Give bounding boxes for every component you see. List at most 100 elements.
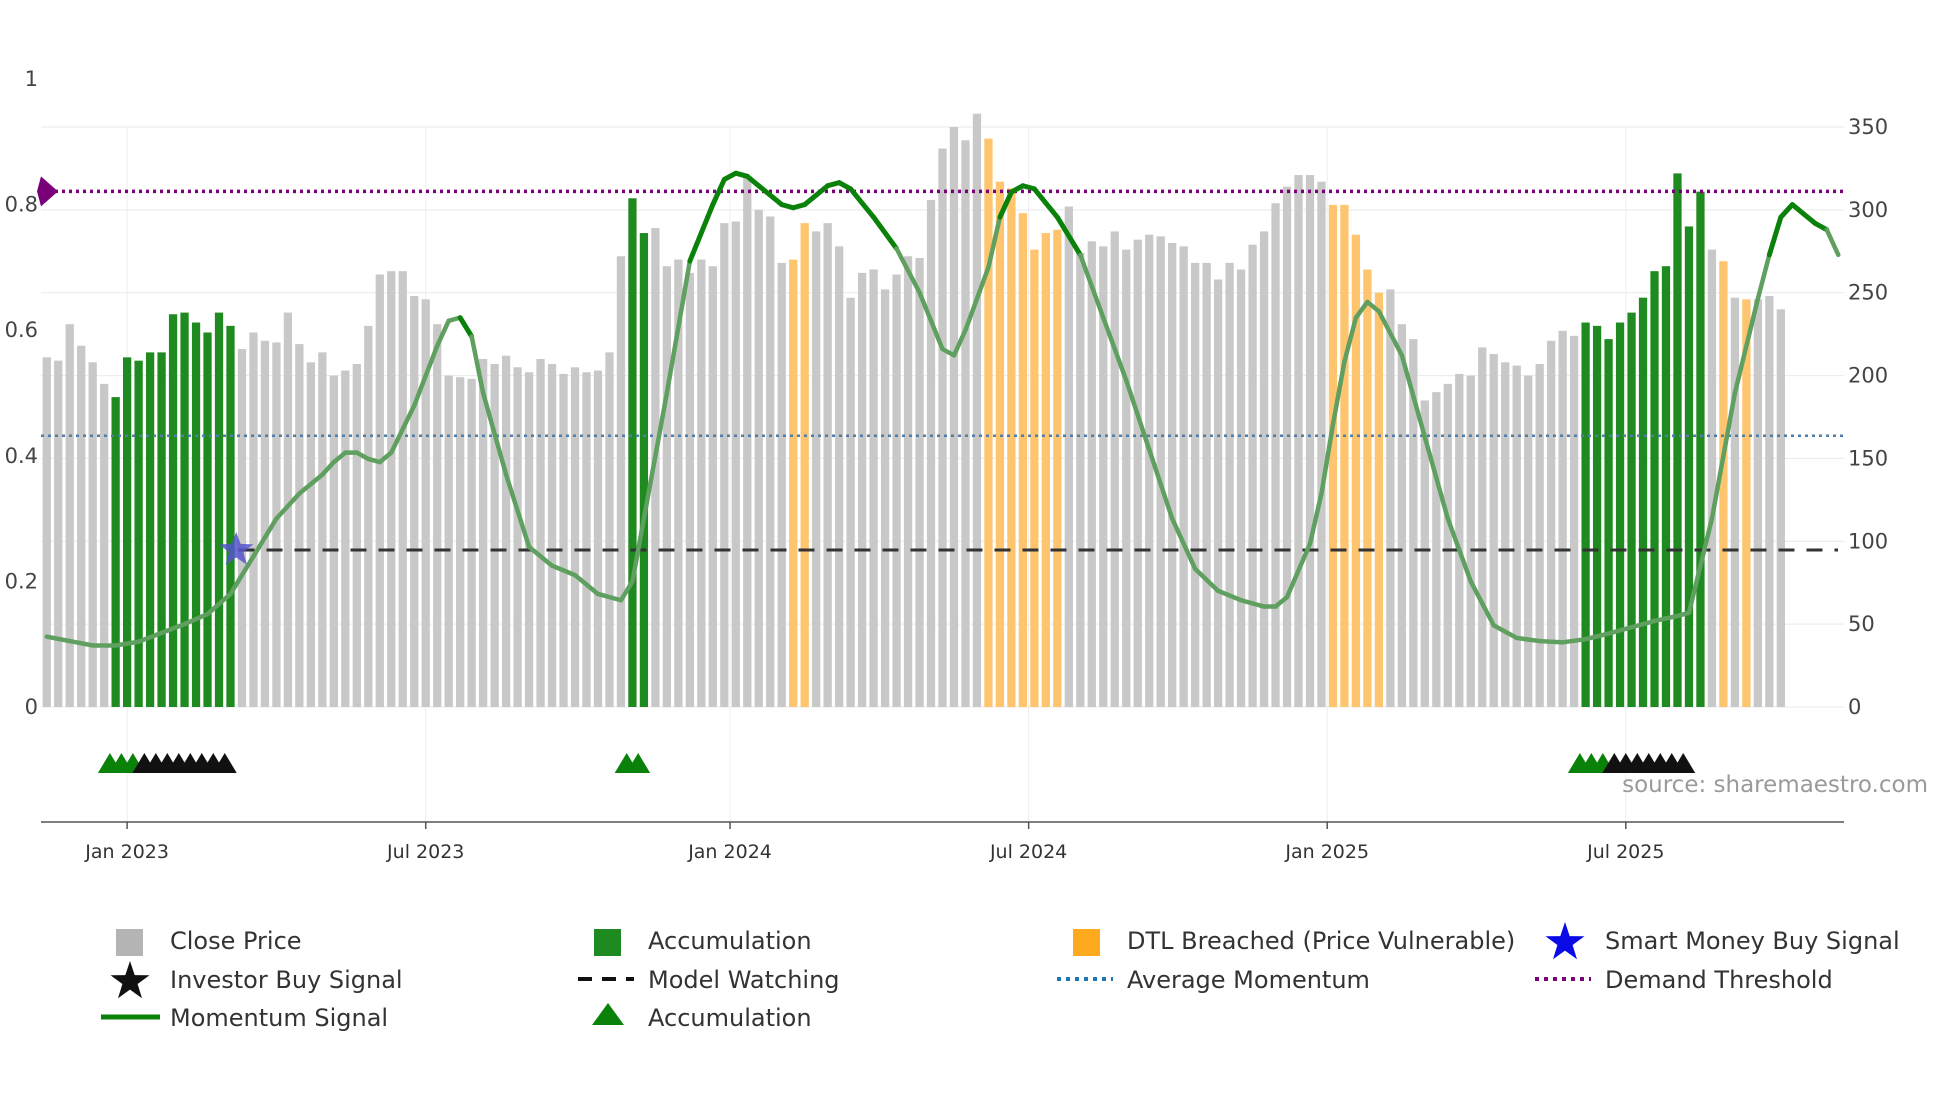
momentum-segment	[1537, 638, 1565, 645]
price-bar	[375, 274, 384, 707]
momentum-segment	[480, 390, 509, 477]
momentum-segment	[1031, 186, 1060, 220]
price-bar	[995, 181, 1005, 707]
price-bar	[1650, 271, 1659, 707]
price-bar	[1328, 204, 1338, 707]
price-bar	[536, 359, 545, 707]
price-bar	[1627, 312, 1636, 707]
investor-buy-triangle-icon	[212, 753, 237, 773]
investor-buy-triangle-icon	[1671, 753, 1696, 773]
momentum-segment	[251, 516, 279, 559]
momentum-segment	[1399, 353, 1428, 440]
price-bar	[582, 372, 591, 707]
right-tick-label: 0	[1848, 695, 1861, 719]
x-tick-label: Jan 2024	[687, 841, 772, 863]
momentum-segment	[549, 563, 578, 578]
price-bar	[1742, 299, 1751, 707]
momentum-segment	[503, 472, 532, 550]
right-tick-label: 250	[1848, 281, 1888, 305]
momentum-segment	[1652, 613, 1680, 624]
price-bar	[1145, 234, 1154, 707]
momentum-segment	[1468, 579, 1496, 628]
legend-smart-money-star-icon	[1545, 922, 1585, 960]
legend-dtl-swatch	[1073, 929, 1100, 956]
price-bar	[892, 274, 901, 707]
right-tick-label: 350	[1848, 115, 1888, 139]
left-tick-label: 0	[25, 695, 38, 719]
momentum-segment	[986, 214, 1003, 270]
price-bar	[1707, 249, 1717, 707]
price-bar	[226, 325, 235, 707]
momentum-segment	[1319, 422, 1336, 496]
price-bar	[249, 332, 258, 707]
legend-close-price-swatch	[116, 929, 143, 956]
x-tick-label: Jul 2023	[386, 841, 464, 863]
momentum-segment	[1514, 635, 1542, 644]
price-bar	[1122, 249, 1131, 707]
momentum-segment	[228, 554, 256, 597]
axes: Jan 2023 Jul 2023 Jan 2024 Jul 2024 Jan 2025…	[5, 67, 1889, 863]
price-bar	[318, 352, 327, 707]
price-bar	[1615, 322, 1625, 707]
legend-momentum-label: Momentum Signal	[170, 1004, 388, 1032]
price-bar	[869, 269, 878, 707]
price-bar	[410, 296, 419, 707]
right-tick-label: 50	[1848, 612, 1875, 636]
price-bar	[329, 375, 338, 707]
momentum-segment	[1342, 315, 1359, 364]
price-bar	[949, 127, 959, 707]
momentum-segment	[1169, 516, 1198, 572]
price-bar	[214, 312, 224, 707]
momentum-segment	[1445, 516, 1474, 584]
momentum-segment	[1101, 315, 1129, 383]
price-bar	[1420, 400, 1429, 707]
momentum-segment	[1054, 214, 1083, 258]
price-bar	[1455, 373, 1464, 707]
price-bar	[1776, 309, 1785, 707]
price-bar	[1248, 244, 1257, 707]
price-bar	[283, 312, 293, 707]
price-bar	[1076, 252, 1085, 707]
price-bar	[352, 363, 361, 707]
price-bar	[708, 266, 717, 707]
price-bar	[237, 349, 247, 707]
legend-accumulation-label: Accumulation	[648, 927, 812, 955]
right-tick-label: 300	[1848, 198, 1888, 222]
price-bar	[1053, 229, 1062, 708]
price-bar	[1466, 375, 1475, 707]
momentum-segment	[894, 246, 922, 295]
price-bar	[835, 246, 844, 707]
price-bar	[1168, 243, 1177, 707]
price-bar	[134, 360, 143, 707]
momentum-segment	[1353, 299, 1370, 320]
momentum-segment	[377, 450, 394, 465]
momentum-segment	[1192, 566, 1221, 594]
momentum-segment	[1078, 252, 1106, 320]
momentum-segment	[1238, 597, 1267, 609]
price-bar	[1087, 241, 1096, 707]
momentum-segment	[44, 634, 72, 644]
price-bar	[1294, 175, 1303, 707]
momentum-segment	[687, 202, 716, 264]
momentum-segment	[848, 186, 877, 220]
price-bar	[1340, 204, 1349, 707]
momentum-segment	[1583, 631, 1611, 642]
price-bar	[100, 383, 109, 707]
price-bar	[1547, 340, 1556, 707]
price-bar	[157, 352, 166, 707]
price-bar	[513, 367, 522, 707]
price-bar	[1363, 269, 1372, 707]
legend-demand-threshold-label: Demand Threshold	[1605, 966, 1833, 994]
price-bar	[1007, 188, 1016, 707]
price-bar	[823, 223, 832, 708]
price-bar	[1133, 239, 1142, 707]
right-tick-label: 150	[1848, 446, 1888, 470]
momentum-segment	[1284, 541, 1313, 600]
price-bar	[1064, 206, 1073, 708]
price-bar	[364, 325, 373, 707]
price-bar	[1489, 354, 1498, 707]
price-bars	[42, 113, 1785, 708]
price-bar	[1696, 191, 1705, 707]
price-bar	[789, 259, 798, 707]
price-bar	[1673, 173, 1682, 707]
